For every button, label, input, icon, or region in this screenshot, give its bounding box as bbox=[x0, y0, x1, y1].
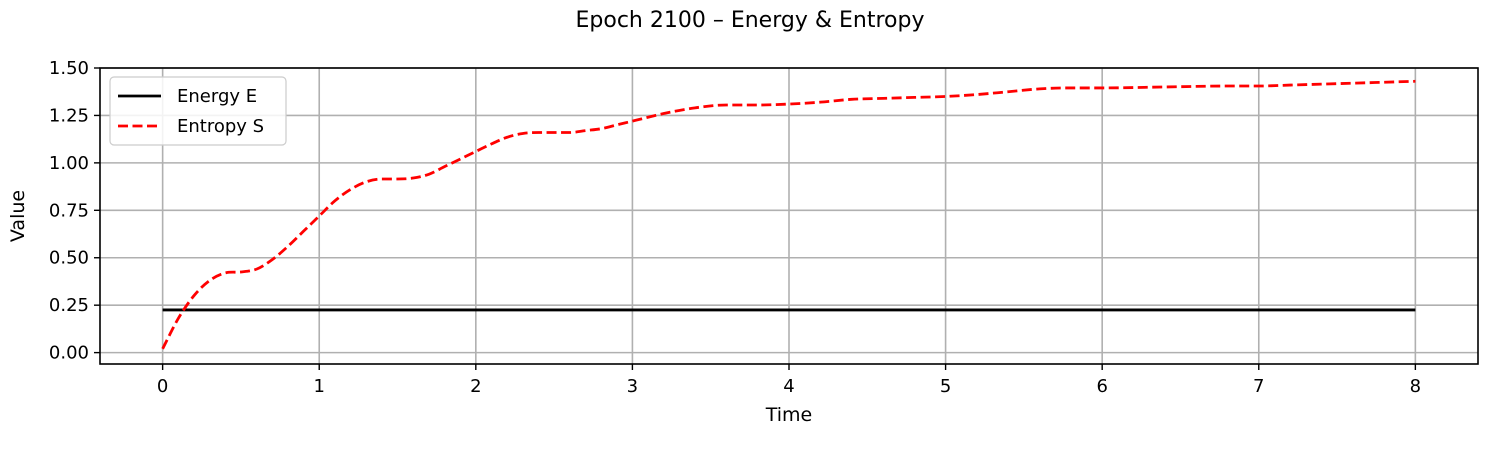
legend: Energy E Entropy S bbox=[109, 76, 287, 146]
x-axis-label: Time bbox=[765, 404, 813, 426]
grid-lines bbox=[100, 67, 1478, 364]
x-tick-label: 2 bbox=[470, 376, 481, 397]
legend-box bbox=[109, 76, 287, 146]
x-tick-label: 7 bbox=[1253, 376, 1264, 397]
legend-label: Energy E bbox=[177, 86, 257, 107]
x-tick-label: 1 bbox=[314, 376, 325, 397]
y-tick-label: 0.25 bbox=[49, 295, 89, 316]
y-tick-label: 1.50 bbox=[49, 58, 89, 79]
axes: 0 1 2 3 4 5 6 7 8 0.00 0.25 0.50 0.75 1.00 1.25 1.50 bbox=[49, 58, 1421, 397]
y-axis-label: Value bbox=[7, 190, 29, 242]
x-tick-label: 3 bbox=[627, 376, 638, 397]
y-tick-label: 0.50 bbox=[49, 248, 89, 269]
plot-series bbox=[161, 79, 1416, 350]
x-tick-label: 6 bbox=[1096, 376, 1107, 397]
y-tick-label: 0.75 bbox=[49, 200, 89, 221]
y-tick-label: 0.00 bbox=[49, 343, 89, 364]
x-tick-label: 0 bbox=[157, 376, 168, 397]
series-line-entropy bbox=[161, 79, 1416, 350]
x-tick-label: 8 bbox=[1410, 376, 1421, 397]
y-tick-label: 1.00 bbox=[49, 153, 89, 174]
y-tick-label: 1.25 bbox=[49, 105, 89, 126]
legend-label: Entropy S bbox=[177, 116, 264, 137]
chart-title: Epoch 2100 – Energy & Entropy bbox=[576, 8, 925, 33]
x-tick-label: 4 bbox=[783, 376, 794, 397]
x-tick-label: 5 bbox=[940, 376, 951, 397]
